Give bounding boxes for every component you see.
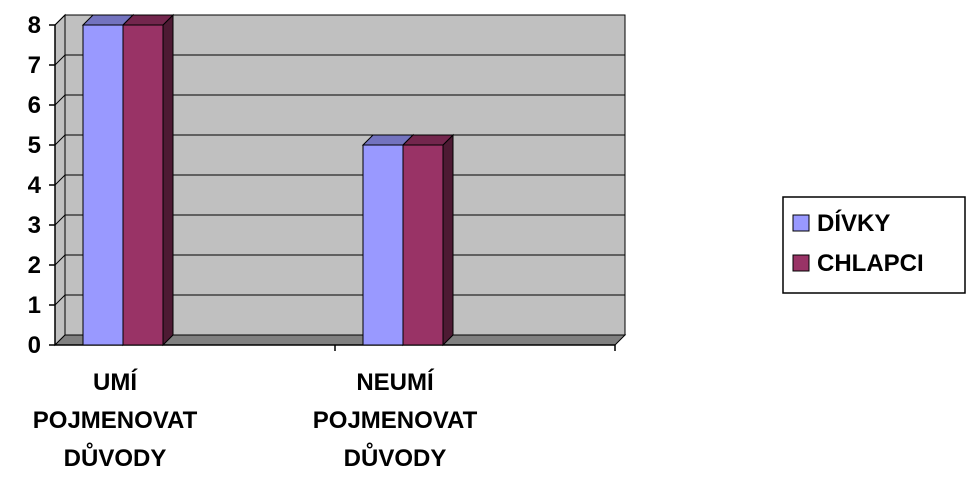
y-tick-label: 5 bbox=[28, 132, 41, 159]
category-label: NEUMÍ POJMENOVAT DŮVODY bbox=[313, 368, 478, 472]
bar bbox=[121, 13, 175, 347]
gridline bbox=[54, 54, 625, 66]
bar-side bbox=[162, 13, 174, 347]
category-label-line: POJMENOVAT bbox=[313, 407, 478, 434]
legend-swatch bbox=[792, 254, 810, 272]
y-tick-label: 7 bbox=[28, 52, 41, 79]
y-tick-label: 1 bbox=[28, 292, 41, 319]
y-tick-label: 3 bbox=[28, 212, 41, 239]
category-label-line: DŮVODY bbox=[344, 442, 447, 472]
category-label-line: NEUMÍ bbox=[356, 368, 435, 396]
gridline bbox=[54, 94, 625, 106]
category-label-line: POJMENOVAT bbox=[33, 407, 198, 434]
y-tick-label: 4 bbox=[28, 172, 42, 199]
legend-label: DÍVKY bbox=[817, 209, 890, 237]
category-label: UMÍ POJMENOVAT DŮVODY bbox=[33, 368, 198, 472]
bars bbox=[81, 13, 455, 347]
bar-front bbox=[402, 144, 444, 346]
bar-front bbox=[82, 24, 124, 346]
y-tick-label: 0 bbox=[28, 332, 41, 359]
y-tick-label: 2 bbox=[28, 252, 41, 279]
legend-label: CHLAPCI bbox=[817, 250, 924, 277]
legend-box bbox=[782, 196, 966, 294]
bar-front bbox=[362, 144, 404, 346]
y-tick-labels: 0 1 2 3 4 5 6 7 8 bbox=[28, 12, 42, 359]
gridline bbox=[54, 14, 625, 26]
bar-side bbox=[442, 133, 454, 347]
legend-swatch bbox=[792, 214, 810, 232]
bar bbox=[401, 133, 455, 347]
y-tick-label: 6 bbox=[28, 92, 41, 119]
category-label-line: DŮVODY bbox=[64, 442, 167, 472]
category-labels: UMÍ POJMENOVAT DŮVODY NEUMÍ POJMENOVAT DŮVODY bbox=[33, 368, 478, 472]
category-label-line: UMÍ bbox=[93, 368, 138, 396]
legend: DÍVKY CHLAPCI bbox=[782, 196, 966, 294]
y-tick-label: 8 bbox=[28, 12, 41, 39]
bar-front bbox=[122, 24, 164, 346]
